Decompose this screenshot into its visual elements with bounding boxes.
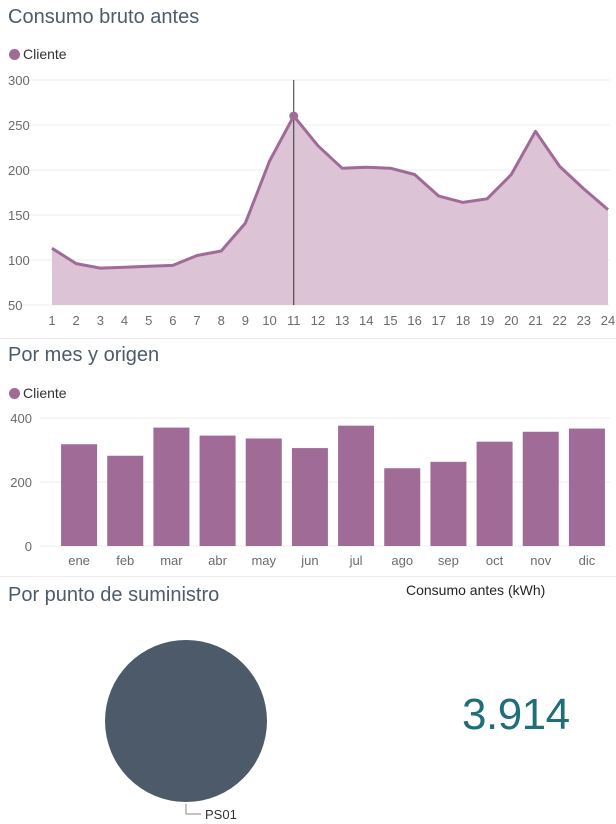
x-tick-label: 4 (121, 313, 128, 328)
bar (522, 431, 559, 546)
monthly-consumption-panel: Por mes y origen Cliente 0 200 400 ene feb ma… (0, 340, 616, 577)
x-tick-label: 10 (262, 313, 276, 328)
x-tick-label: 6 (169, 313, 176, 328)
x-tick-label: 24 (601, 313, 615, 328)
x-tick-label: may (251, 553, 276, 568)
hourly-legend[interactable]: Cliente (9, 46, 67, 62)
x-tick-label: sep (438, 553, 459, 568)
y-tick-label: 50 (8, 298, 22, 313)
x-tick-label: oct (486, 553, 504, 568)
pie-slice (105, 640, 267, 802)
x-tick-label: 20 (504, 313, 518, 328)
x-tick-label: 12 (311, 313, 325, 328)
x-tick-label: 9 (242, 313, 249, 328)
supply-pie-chart[interactable]: PS01 (0, 578, 320, 824)
bar (338, 425, 375, 546)
x-tick-label: 2 (73, 313, 80, 328)
supply-chart-title: Por punto de suministro (8, 584, 220, 606)
x-tick-label: 15 (383, 313, 397, 328)
x-tick-label: 18 (456, 313, 470, 328)
area-fill (52, 116, 608, 305)
y-tick-label: 200 (8, 163, 30, 178)
bar (568, 428, 605, 546)
x-tick-label: 22 (552, 313, 566, 328)
x-tick-label: dic (579, 553, 596, 568)
legend-dot-icon (9, 387, 20, 399)
bar (430, 461, 467, 546)
hourly-chart-title: Consumo bruto antes (8, 6, 200, 28)
x-tick-label: abr (208, 553, 227, 568)
y-tick-label: 0 (25, 539, 32, 554)
pie-leader-line (185, 804, 201, 815)
x-tick-label: 11 (287, 313, 301, 328)
bar (384, 468, 421, 546)
x-tick-label: nov (530, 553, 551, 568)
x-tick-label: ene (68, 553, 90, 568)
kpi-label: Consumo antes (kWh) (406, 582, 546, 598)
monthly-legend[interactable]: Cliente (9, 385, 67, 401)
y-tick-label: 300 (8, 73, 30, 88)
highlight-point (289, 111, 299, 121)
x-tick-label: 21 (528, 313, 542, 328)
x-tick-label: 13 (335, 313, 349, 328)
y-tick-label: 200 (10, 475, 32, 490)
x-tick-label: 7 (193, 313, 200, 328)
bar (245, 438, 282, 546)
x-tick-label: feb (116, 553, 134, 568)
x-tick-label: 5 (145, 313, 152, 328)
x-tick-label: jun (300, 553, 318, 568)
monthly-legend-label: Cliente (23, 385, 67, 401)
x-tick-label: jul (349, 553, 363, 568)
y-tick-label: 250 (8, 118, 30, 133)
bar (107, 455, 144, 546)
legend-dot-icon (9, 48, 20, 60)
y-tick-label: 100 (8, 253, 30, 268)
x-tick-label: 17 (432, 313, 446, 328)
x-tick-label: mar (160, 553, 183, 568)
y-tick-label: 150 (8, 208, 30, 223)
x-tick-label: 1 (48, 313, 55, 328)
hourly-legend-label: Cliente (23, 46, 67, 62)
x-tick-label: 14 (359, 313, 373, 328)
x-tick-label: 3 (97, 313, 104, 328)
pie-slice-label: PS01 (205, 807, 237, 822)
y-tick-label: 400 (10, 411, 32, 426)
bar (61, 444, 98, 546)
bar (291, 448, 328, 546)
bar (199, 435, 236, 546)
hourly-consumption-panel: Consumo bruto antes Cliente 50 100 150 200 2… (0, 0, 616, 339)
monthly-bar-chart[interactable]: 0 200 400 ene feb mar abr may jun jul ago sep oct nov… (0, 340, 616, 576)
supply-point-panel: Por punto de suministro Consumo antes (k… (0, 578, 616, 824)
bar (153, 427, 190, 546)
series-line (51, 114, 609, 270)
monthly-chart-title: Por mes y origen (8, 344, 160, 366)
bar (476, 441, 513, 546)
kpi-value: 3.914 (462, 690, 570, 739)
x-tick-label: 19 (480, 313, 494, 328)
x-tick-label: 16 (407, 313, 421, 328)
x-tick-label: 8 (218, 313, 225, 328)
x-tick-label: 23 (577, 313, 591, 328)
x-tick-label: ago (391, 553, 413, 568)
